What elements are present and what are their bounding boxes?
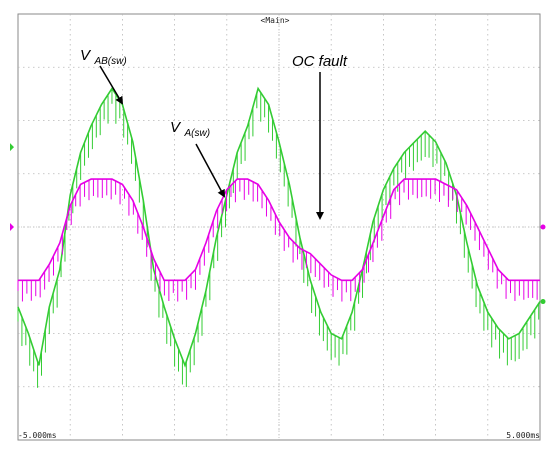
grid (17, 13, 541, 441)
traces (17, 86, 541, 388)
vab-subscript-text: AB(sw) (93, 56, 126, 67)
x-max-label: 5.000ms (506, 431, 540, 440)
va-annotation: V A(sw) (170, 119, 210, 139)
vab-annotation: V AB(sw) (80, 47, 127, 67)
va-main-text: V (170, 119, 182, 136)
series-magenta (17, 178, 540, 302)
trigger-marker-magenta (540, 224, 546, 230)
x-min-label: -5.000ms (18, 431, 57, 440)
series-green (17, 86, 541, 388)
series-line (17, 86, 541, 368)
channel-markers (10, 143, 546, 305)
vab-arrow (99, 65, 124, 105)
oc-fault-label: OC fault (292, 53, 348, 70)
channel-marker-green (10, 143, 14, 152)
channel-marker-magenta (10, 223, 14, 231)
vab-main-text: V (80, 47, 92, 64)
chart-title: <Main> (261, 16, 290, 25)
series-line (18, 178, 540, 282)
va-subscript-text: A(sw) (183, 128, 210, 139)
trigger-marker-green (540, 299, 546, 305)
va-arrow (195, 143, 225, 198)
